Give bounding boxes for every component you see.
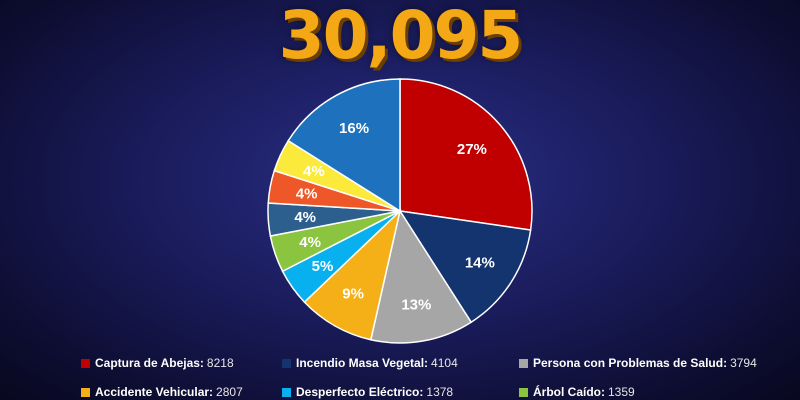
legend-swatch: [519, 358, 528, 368]
total-count: 30,095: [278, 0, 524, 74]
legend-item-incendio-masa-vegetal: Incendio Masa Vegetal: 4104: [282, 356, 458, 370]
legend-label: Árbol Caído: [533, 385, 601, 399]
legend-item-desperfecto-electrico: Desperfecto Eléctrico: 1378: [282, 385, 453, 399]
pie-percent-label: 16%: [339, 120, 369, 137]
pie-percent-label: 4%: [299, 234, 321, 251]
pie-percent-label: 13%: [401, 297, 431, 314]
pie-percent-label: 4%: [294, 209, 316, 226]
legend-label: Captura de Abejas: [95, 356, 200, 370]
pie-slice: [399, 78, 533, 231]
legend-swatch: [282, 387, 291, 397]
legend-label: Accidente Vehicular: [95, 385, 210, 399]
pie-percent-label: 4%: [296, 185, 318, 202]
legend-value: 2807: [216, 385, 243, 399]
pie-slice: [287, 78, 401, 213]
pie-percent-label: 14%: [465, 255, 495, 272]
legend-item-persona-con-problemas-de-salud: Persona con Problemas de Salud: 3794: [519, 356, 757, 370]
legend-value: 1378: [426, 385, 454, 399]
legend-item-arbol-caido: Árbol Caído: 1359: [519, 385, 635, 399]
legend-item-captura-de-abejas: Captura de Abejas: 8218: [81, 356, 234, 370]
legend-value: 4104: [431, 356, 458, 370]
legend-swatch: [81, 358, 90, 368]
legend-value: 8218: [206, 356, 234, 370]
legend-value: 1359: [608, 385, 635, 399]
legend-value: 3794: [730, 356, 757, 370]
legend-label: Desperfecto Eléctrico: [296, 385, 420, 399]
legend-swatch: [81, 387, 90, 397]
legend-label: Incendio Masa Vegetal: [296, 356, 425, 370]
pie-percent-label: 5%: [312, 258, 334, 275]
legend-swatch: [282, 358, 291, 368]
pie-slice: [369, 209, 473, 344]
pie-slice: [398, 210, 532, 324]
legend-swatch: [519, 387, 528, 397]
pie-percent-label: 9%: [342, 286, 364, 303]
legend-item-accidente-vehicular: Accidente Vehicular: 2807: [81, 385, 243, 399]
pie-slice: [303, 208, 402, 341]
pie-percent-label: 27%: [457, 141, 487, 158]
pie-percent-label: 4%: [303, 163, 325, 180]
legend-label: Persona con Problemas de Salud: [533, 356, 724, 370]
